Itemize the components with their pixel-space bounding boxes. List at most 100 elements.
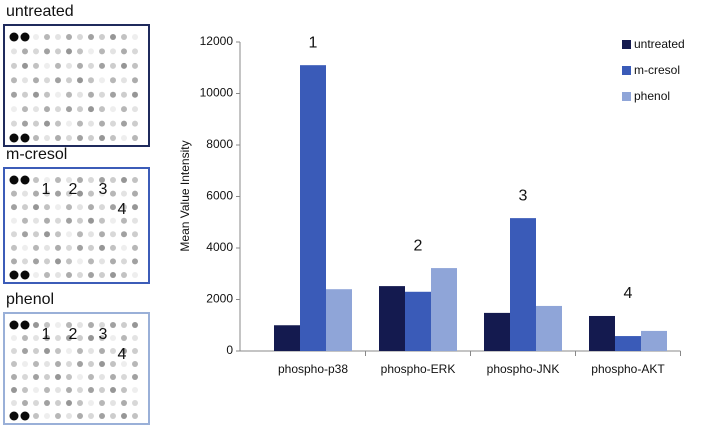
blot-spot <box>88 231 94 238</box>
blot-spot <box>11 400 17 406</box>
blot-spot <box>121 190 127 197</box>
blot-spot <box>22 62 28 69</box>
blot-spot <box>99 387 105 393</box>
blot-spot <box>11 361 17 367</box>
blot-spot <box>99 62 105 69</box>
blot-spot <box>110 34 116 40</box>
y-tick-label: 8000 <box>206 137 233 151</box>
blot-spot <box>88 204 94 211</box>
blot-spot <box>121 77 127 84</box>
blot-spot <box>44 231 50 238</box>
blot-spot <box>121 361 127 367</box>
blot-spot <box>121 272 127 278</box>
blot-spot <box>77 62 83 69</box>
blot-spot <box>121 231 127 238</box>
blot-spot <box>99 190 105 197</box>
blot-spot <box>9 175 19 185</box>
blot-spot <box>77 244 83 251</box>
bar <box>484 312 510 351</box>
blot-spot <box>55 387 61 393</box>
blot-spot <box>132 335 138 341</box>
blot-spot <box>77 34 83 40</box>
blot-spot <box>121 387 127 393</box>
legend-swatch <box>622 66 631 75</box>
blot-spot <box>11 258 17 265</box>
blot-spot <box>66 177 72 183</box>
blot-spot <box>22 258 28 265</box>
blot-spot <box>110 120 116 127</box>
blot-spot <box>22 244 28 251</box>
blot-label: m-cresol <box>6 146 67 163</box>
blot-spot <box>55 400 61 406</box>
blot-spot <box>99 177 105 183</box>
blot-spot <box>66 190 72 197</box>
blot-spot <box>88 322 94 328</box>
bar <box>379 286 405 351</box>
blot-spot <box>55 62 61 69</box>
blot-spot <box>55 348 61 354</box>
blot-spot <box>20 320 30 330</box>
blot-spot <box>22 231 28 238</box>
blot-spot <box>88 400 94 406</box>
y-axis-label: Mean Value Intensity <box>178 140 192 251</box>
blot-spot <box>132 244 138 251</box>
blot-spot <box>121 258 127 265</box>
blot-spot <box>132 231 138 238</box>
bar <box>405 291 431 351</box>
blot-spot <box>44 204 50 211</box>
blot-spot <box>110 231 116 238</box>
blot-spot <box>9 32 19 42</box>
blot-spot <box>88 135 94 141</box>
blot-spot <box>132 91 138 98</box>
blot-spot <box>66 387 72 393</box>
blot-spot <box>44 335 50 341</box>
spot-label: 3 <box>99 181 108 198</box>
x-tick-label: phospho-AKT <box>591 362 665 376</box>
blot-spot <box>44 361 50 367</box>
blot-spot <box>110 244 116 251</box>
blot-spot <box>110 77 116 84</box>
blot-spot <box>66 120 72 127</box>
blot-spot <box>132 217 138 224</box>
blot-spot <box>110 258 116 265</box>
blot-spot <box>55 120 61 127</box>
blot-spot <box>44 34 50 40</box>
blot-spot <box>77 272 83 278</box>
blot-spot <box>55 413 61 419</box>
blot-spot <box>55 135 61 141</box>
blot-spot <box>66 48 72 55</box>
blot-spot <box>99 48 105 55</box>
blot-spot <box>33 244 39 251</box>
blot-spot <box>66 400 72 406</box>
blot-spot <box>44 348 50 354</box>
blot-spot <box>33 335 39 341</box>
blot-spot <box>22 400 28 406</box>
blot-spot <box>55 335 61 341</box>
blot-spot <box>88 272 94 278</box>
chart: Mean Value Intensity 0 2000 4000 6000 8000 10… <box>178 34 685 376</box>
blot-label: phenol <box>6 291 54 308</box>
blot-spot <box>11 387 17 393</box>
blot-spot <box>22 48 28 55</box>
blot-spot <box>55 361 61 367</box>
y-tick-label: 2000 <box>206 292 233 306</box>
blot-spot <box>121 413 127 419</box>
blot-spot <box>132 272 138 278</box>
blot-spot <box>110 335 116 341</box>
blot-spot <box>22 387 28 393</box>
blot-spot <box>66 244 72 251</box>
blot-spot <box>9 270 19 280</box>
blot-spot <box>33 217 39 224</box>
blot-spot <box>11 190 17 197</box>
blot-spot <box>33 413 39 419</box>
legend-label: untreated <box>634 37 685 51</box>
blot-spot <box>22 374 28 380</box>
blot-spot <box>20 175 30 185</box>
blot-spot <box>132 413 138 419</box>
blot-spot <box>11 231 17 238</box>
blot-spot <box>33 62 39 69</box>
blot-spot <box>11 120 17 127</box>
blot-spot <box>55 190 61 197</box>
blot-spot <box>99 244 105 251</box>
blot-spot <box>44 48 50 55</box>
